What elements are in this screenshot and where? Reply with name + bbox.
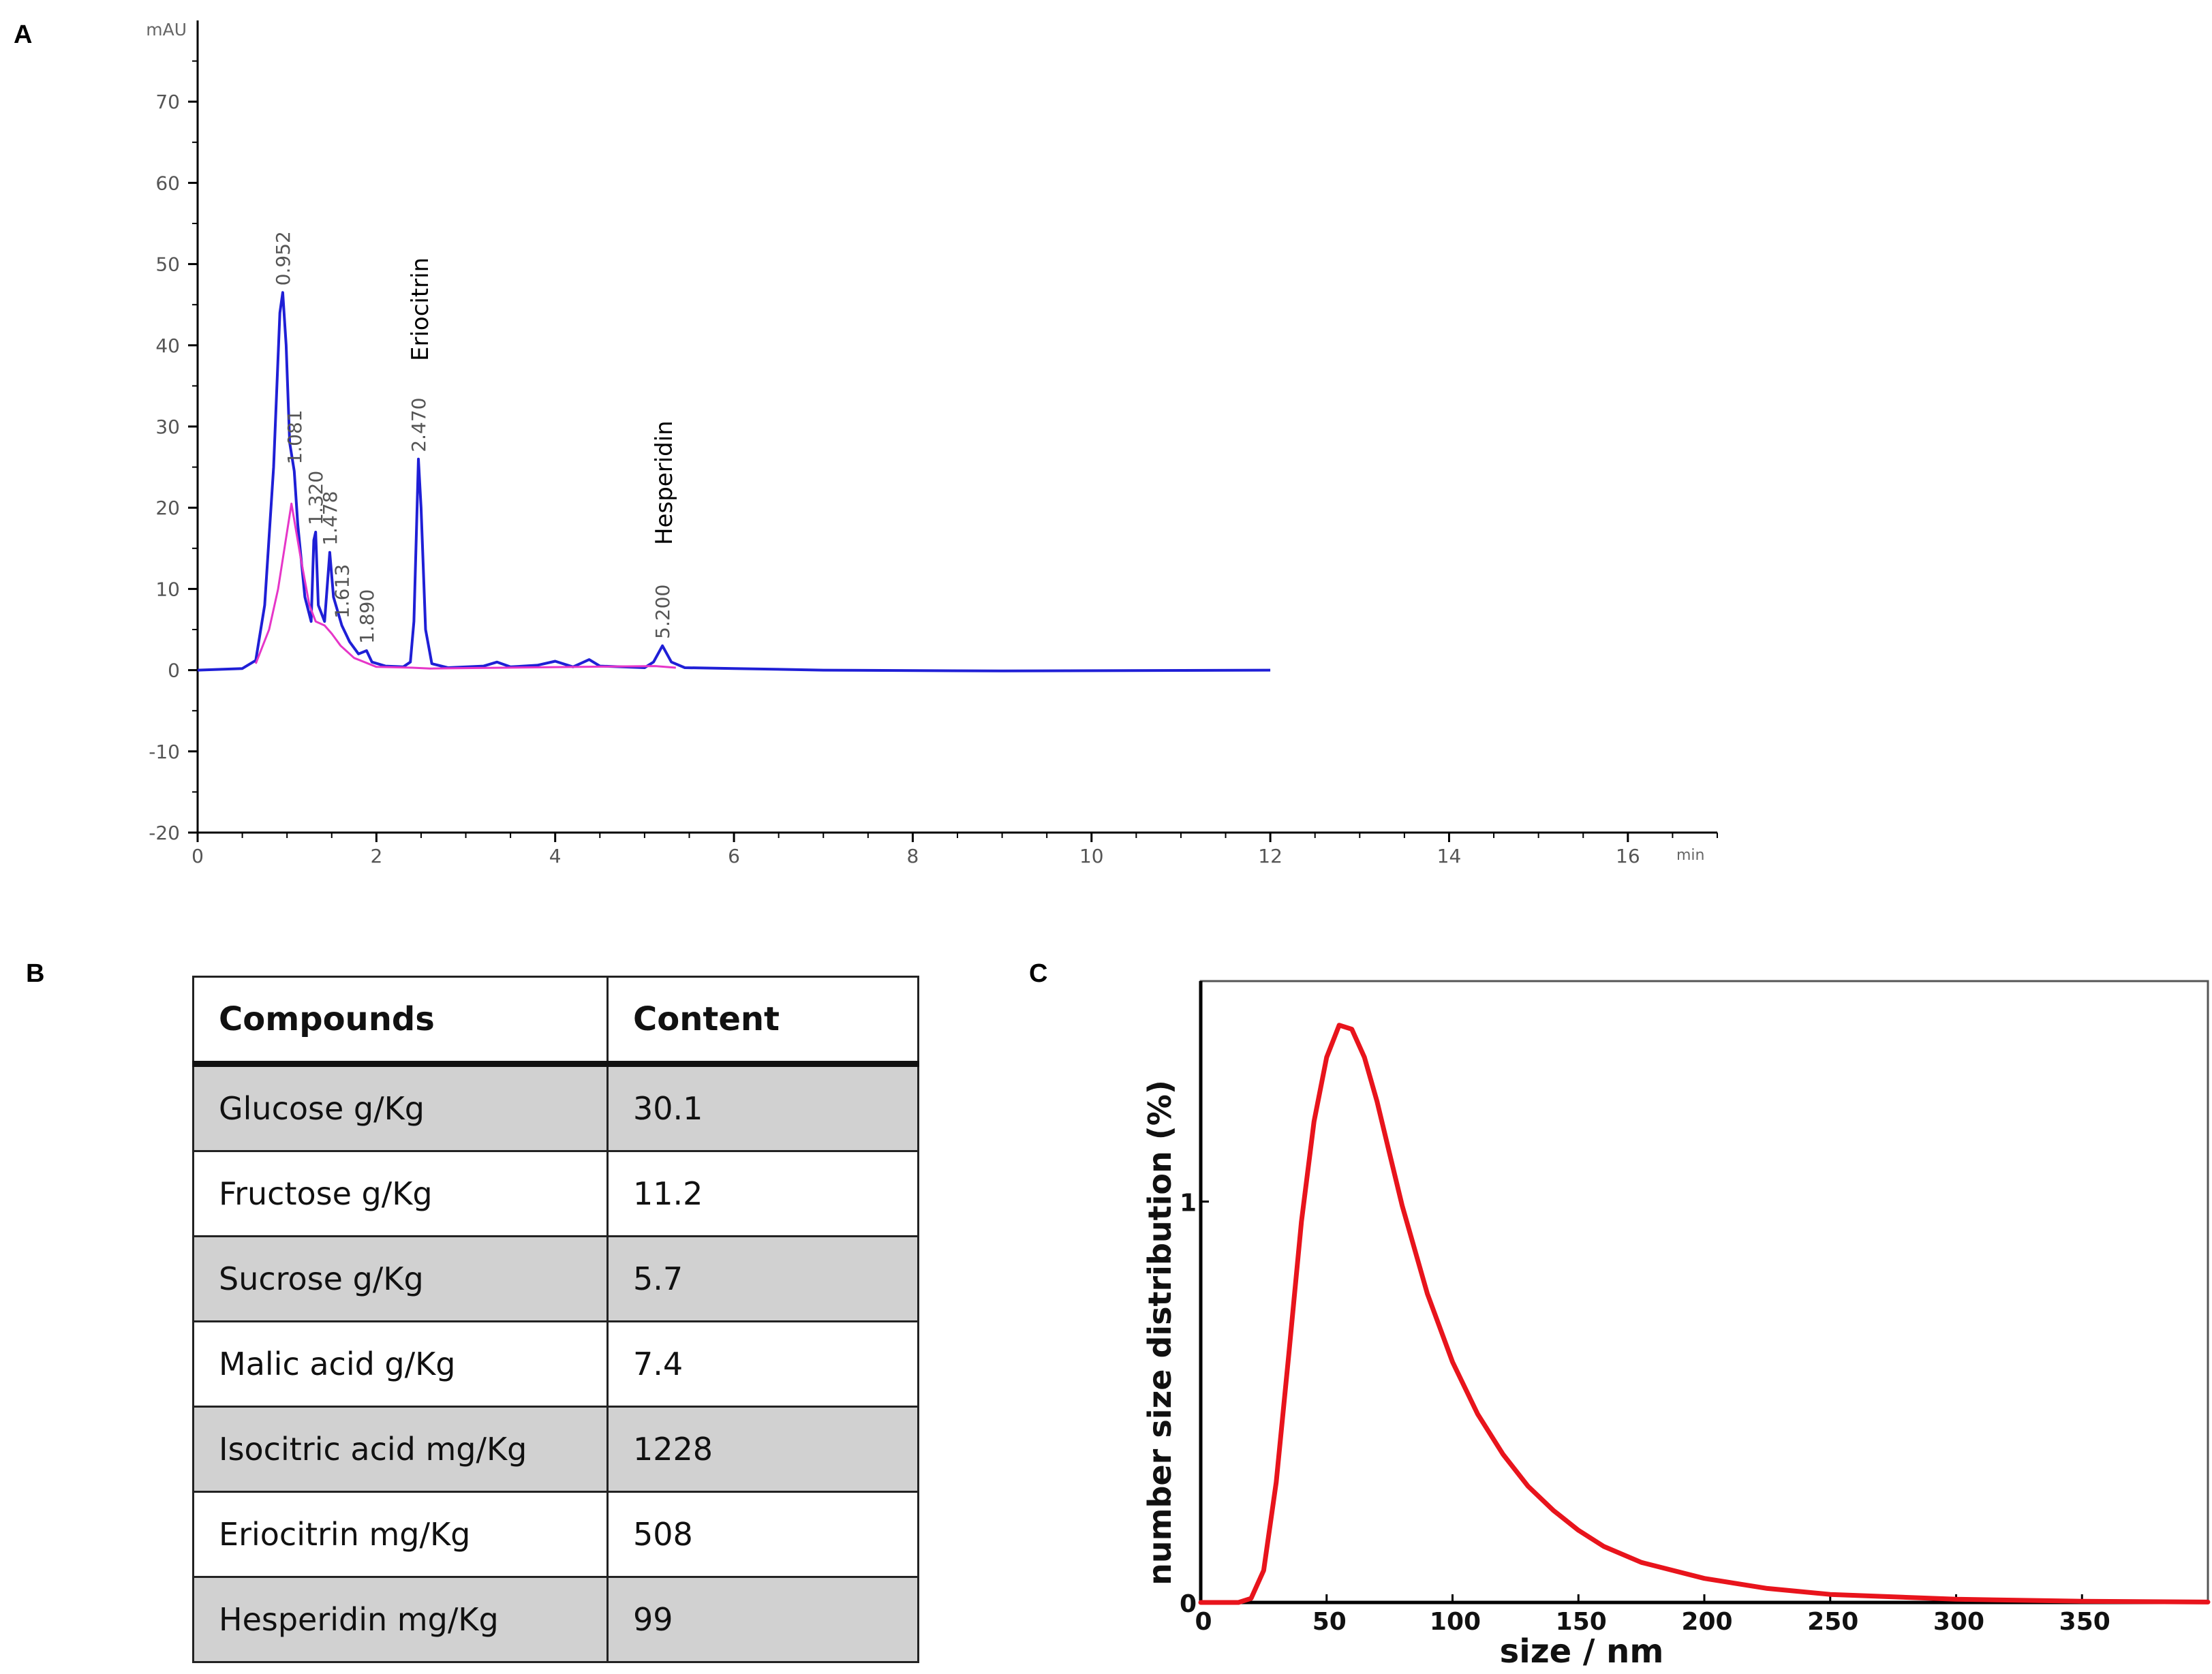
distribution-curve	[1198, 1023, 2211, 1605]
y-tick-label: 60	[155, 172, 180, 194]
x-tick-label: 100	[1430, 1608, 1481, 1636]
chromatogram-ticks: -20 -10 0 10 20 30 40 50 60 70 0 2 4 6 8 10 12 14 16	[149, 60, 1718, 867]
content-cell: 99	[606, 1576, 919, 1663]
panel-label-a: A	[14, 20, 33, 49]
composition-table: Compounds Content Glucose g/Kg 30.1 Fruct…	[192, 976, 919, 1663]
baseline-trace	[254, 502, 676, 670]
x-axis-title: size / nm	[1500, 1632, 1664, 1671]
y-tick-label: -20	[149, 822, 180, 844]
x-tick-label: 8	[906, 845, 919, 867]
peak-retention-label: 1.081	[283, 409, 306, 464]
column-header-compounds: Compounds	[192, 976, 609, 1067]
plot-frame	[1199, 980, 2209, 1604]
peak-retention-label: 2.470	[408, 398, 430, 452]
x-tick-label: 150	[1556, 1608, 1607, 1636]
table-row: Eriocitrin mg/Kg 508	[192, 1491, 919, 1578]
table-row: Malic acid g/Kg 7.4	[192, 1320, 919, 1408]
y-tick-label: 70	[155, 91, 180, 113]
x-tick-label: 4	[549, 845, 562, 867]
x-tick-label: 0	[1195, 1608, 1212, 1636]
y-axis-title: mAU	[146, 20, 187, 40]
x-axis-title: min	[1676, 847, 1705, 864]
size-distribution-axes: size / nm number size distribution (%)	[1141, 980, 2209, 1671]
table-row: Glucose g/Kg 30.1	[192, 1063, 919, 1152]
table-row: Hesperidin mg/Kg 99	[192, 1576, 919, 1663]
x-tick-label: 250	[1807, 1608, 1858, 1636]
compound-cell: Hesperidin mg/Kg	[192, 1576, 609, 1663]
chromatogram-series	[197, 291, 1271, 672]
y-tick-label: 0	[1180, 1590, 1197, 1618]
content-cell: 7.4	[606, 1320, 919, 1408]
x-tick-label: 16	[1616, 845, 1640, 867]
table-row: Isocitric acid mg/Kg 1228	[192, 1406, 919, 1493]
peak-retention-label: 1.478	[319, 491, 341, 546]
peak-retention-label: 1.320	[305, 471, 327, 525]
compound-label: Eriocitrin	[407, 258, 434, 361]
y-tick-label: 10	[155, 578, 180, 600]
content-cell: 5.7	[606, 1235, 919, 1322]
x-tick-label: 12	[1258, 845, 1282, 867]
y-tick-label: -10	[149, 741, 180, 763]
chromatogram-axes: mAU min	[146, 20, 1717, 864]
y-tick-label: 0	[168, 660, 180, 682]
y-tick-label: 30	[155, 416, 180, 438]
table-header-row: Compounds Content	[192, 976, 919, 1067]
content-cell: 11.2	[606, 1150, 919, 1237]
content-cell: 1228	[606, 1406, 919, 1493]
panel-label-b: B	[26, 959, 45, 988]
panel-label-c: C	[1029, 959, 1048, 988]
compound-label: Hesperidin	[651, 420, 678, 545]
peak-retention-label: 0.952	[272, 231, 294, 285]
y-tick-label: 1	[1180, 1190, 1197, 1218]
peak-retention-label: 1.613	[331, 564, 354, 619]
peak-retention-label: 1.890	[356, 589, 378, 644]
x-tick-label: 2	[370, 845, 382, 867]
x-tick-label: 50	[1312, 1608, 1347, 1636]
content-cell: 508	[606, 1491, 919, 1578]
compound-cell: Eriocitrin mg/Kg	[192, 1491, 609, 1578]
content-cell: 30.1	[606, 1063, 919, 1152]
x-tick-label: 0	[191, 845, 204, 867]
compound-cell: Fructose g/Kg	[192, 1150, 609, 1237]
size-distribution-series	[1198, 1023, 2211, 1605]
y-tick-label: 40	[155, 335, 180, 357]
compound-cell: Malic acid g/Kg	[192, 1320, 609, 1408]
size-distribution-ticks: 0 50 100 150 200 250 300 350 0 1	[1180, 1190, 2110, 1636]
peak-retention-label: 5.200	[651, 585, 674, 639]
x-tick-label: 300	[1933, 1608, 1984, 1636]
y-axis-title: number size distribution (%)	[1141, 1080, 1178, 1585]
compound-cell: Sucrose g/Kg	[192, 1235, 609, 1322]
x-tick-label: 10	[1079, 845, 1104, 867]
x-tick-label: 14	[1437, 845, 1462, 867]
compound-cell: Isocitric acid mg/Kg	[192, 1406, 609, 1493]
table-row: Fructose g/Kg 11.2	[192, 1150, 919, 1237]
compound-cell: Glucose g/Kg	[192, 1063, 609, 1152]
x-tick-label: 350	[2059, 1608, 2110, 1636]
x-tick-label: 200	[1681, 1608, 1732, 1636]
chromatogram-chart: mAU min -20 -10 0 10 20 30 40 50 60 70 0 2 4 6 8 10 12 14 1…	[146, 20, 1718, 867]
y-tick-label: 20	[155, 497, 180, 519]
y-tick-label: 50	[155, 253, 180, 276]
x-tick-label: 6	[728, 845, 740, 867]
column-header-content: Content	[606, 976, 919, 1067]
table-row: Sucrose g/Kg 5.7	[192, 1235, 919, 1322]
